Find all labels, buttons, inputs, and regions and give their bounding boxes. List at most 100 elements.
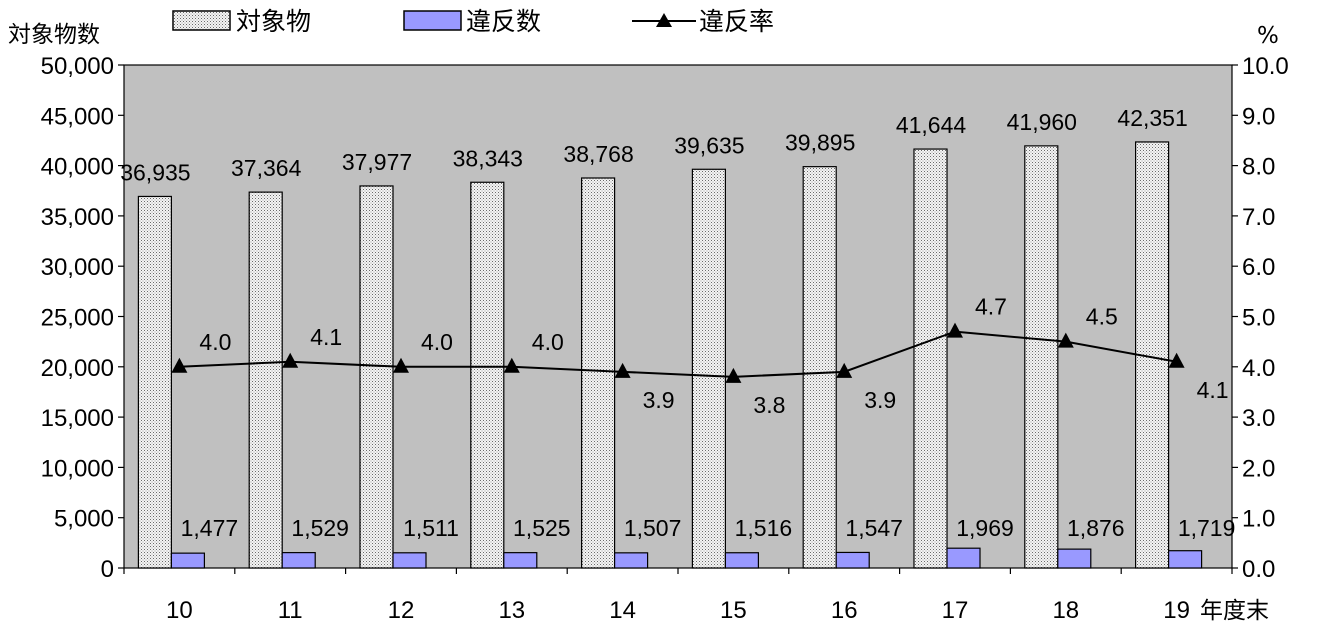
legend-label-violations: 違反数: [466, 7, 541, 36]
x-tick-label: 14: [609, 597, 636, 624]
bar-target-objects: [691, 168, 727, 569]
left-tick-label: 10,000: [41, 455, 114, 482]
bar-violations: [724, 552, 760, 569]
bar-violations: [281, 552, 316, 569]
marker-violation-rate: [393, 357, 409, 373]
right-tick-label: 9.0: [1242, 103, 1275, 130]
data-label-violations: 1,511: [403, 515, 459, 541]
bar-target-objects: [359, 185, 394, 569]
legend-swatch-target-objects: [172, 10, 231, 31]
data-label-violations: 1,477: [181, 515, 239, 541]
left-tick-label: 5,000: [54, 506, 114, 533]
bar-series: [137, 141, 1203, 569]
marker-violation-rate: [282, 352, 299, 368]
data-label-target-objects: 39,895: [785, 130, 855, 156]
bar-violations: [1167, 550, 1203, 569]
data-label-violations: 1,516: [735, 515, 793, 541]
data-label-violations: 1,547: [845, 515, 903, 541]
line-series: [171, 322, 1185, 383]
data-label-violation-rate: 4.7: [975, 294, 1007, 320]
data-label-violation-rate: 4.1: [1197, 377, 1229, 403]
right-tick-label: 5.0: [1242, 305, 1275, 332]
marker-violation-rate: [947, 322, 963, 338]
x-tick-label: 18: [1052, 597, 1079, 624]
marker-violation-rate: [171, 357, 188, 373]
marker-violation-rate: [614, 362, 631, 378]
x-axis-unit-label: 年度末: [1200, 598, 1269, 624]
right-tick-label: 4.0: [1242, 355, 1275, 382]
data-label-violations: 1,507: [624, 515, 682, 541]
marker-violation-rate: [725, 367, 742, 383]
data-label-target-objects: 42,351: [1117, 105, 1187, 131]
data-label-violation-rate: 4.5: [1086, 304, 1118, 330]
bar-violations: [946, 547, 981, 569]
right-tick-label: 3.0: [1242, 405, 1275, 432]
left-axis: 0 5,000 10,000 15,000 20,000 25,000 30,000 35,0…: [41, 53, 124, 583]
x-tick-label: 16: [831, 597, 858, 624]
data-label-violation-rate: 4.0: [421, 329, 453, 355]
bar-violations: [170, 552, 205, 569]
bar-target-objects: [470, 181, 505, 569]
bar-violations: [613, 552, 649, 569]
data-label-violations: 1,529: [291, 515, 349, 541]
data-label-target-objects: 39,635: [674, 132, 744, 158]
right-tick-label: 8.0: [1242, 154, 1275, 181]
left-tick-label: 15,000: [41, 405, 114, 432]
bar-violations: [503, 552, 538, 569]
right-tick-label: 6.0: [1242, 254, 1275, 281]
right-tick-label: 0.0: [1242, 556, 1275, 583]
data-label-target-objects: 38,768: [563, 141, 633, 167]
x-tick-label: 15: [720, 597, 747, 624]
legend-triangle-marker-icon: [656, 13, 672, 27]
line-violation-rate: [179, 330, 1177, 378]
marker-violation-rate: [503, 357, 520, 373]
legend-swatch-violations: [403, 10, 462, 31]
bar-target-objects: [248, 191, 283, 569]
marker-violation-rate: [1168, 352, 1185, 368]
data-label-violation-rate: 3.8: [753, 392, 785, 418]
data-label-target-objects: 41,960: [1007, 109, 1077, 135]
bar-violations: [835, 551, 870, 569]
left-axis-title: 対象物数: [8, 22, 100, 48]
data-label-target-objects: 41,644: [896, 112, 967, 138]
left-tick-label: 25,000: [41, 305, 114, 332]
left-tick-label: 30,000: [41, 254, 114, 281]
bar-target-objects: [913, 148, 948, 569]
data-labels: 36,935 37,364 37,977 38,343 38,768 39,635 39,8…: [120, 105, 1235, 541]
left-tick-label: 45,000: [41, 103, 114, 130]
right-tick-label: 7.0: [1242, 204, 1275, 231]
left-tick-label: 35,000: [41, 204, 114, 231]
data-label-target-objects: 36,935: [120, 159, 190, 185]
legend: 対象物 違反数 違反率: [172, 7, 774, 36]
left-tick-label: 0: [101, 556, 114, 583]
data-label-target-objects: 38,343: [453, 145, 523, 171]
left-tick-label: 20,000: [41, 355, 114, 382]
x-tick-label: 10: [166, 597, 193, 624]
bar-violations: [1057, 548, 1092, 569]
legend-label-target-objects: 対象物: [236, 7, 311, 36]
right-axis: 0.0 1.0 2.0 3.0 4.0 5.0 6.0 7.0 8.0 9.0 10.0: [1232, 53, 1289, 583]
data-label-target-objects: 37,977: [342, 149, 412, 175]
left-tick-label: 50,000: [41, 53, 114, 80]
right-axis-title: %: [1257, 23, 1279, 49]
marker-violation-rate: [836, 362, 853, 378]
x-tick-label: 11: [278, 597, 303, 624]
bar-target-objects: [580, 177, 616, 569]
legend-label-violation-rate: 違反率: [699, 7, 774, 36]
data-label-violations: 1,969: [956, 515, 1014, 541]
left-tick-label: 40,000: [41, 154, 114, 181]
right-tick-label: 1.0: [1242, 506, 1275, 533]
data-label-violation-rate: 3.9: [864, 387, 896, 413]
x-tick-label: 12: [388, 597, 415, 624]
bar-violations: [392, 552, 427, 569]
x-tick-label: 13: [498, 597, 525, 624]
data-label-target-objects: 37,364: [231, 155, 302, 181]
marker-violation-rate: [1057, 332, 1074, 348]
data-label-violations: 1,876: [1067, 515, 1125, 541]
x-tick-label: 17: [942, 597, 969, 624]
data-label-violations: 1,525: [513, 515, 571, 541]
right-tick-label: 10.0: [1242, 53, 1289, 80]
x-tick-label: 19: [1163, 597, 1190, 624]
data-label-violation-rate: 3.9: [643, 387, 675, 413]
